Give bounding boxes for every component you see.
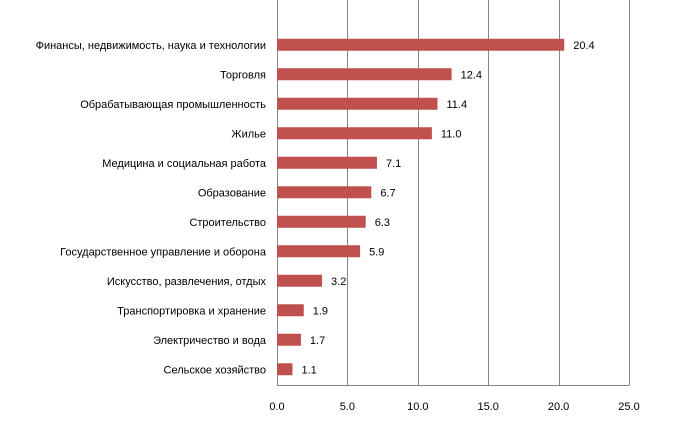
- x-tick-label: 10.0: [407, 401, 428, 413]
- category-label: Транспортировка и хранение: [117, 305, 266, 317]
- data-label: 6.7: [380, 187, 395, 199]
- data-label: 11.4: [447, 99, 468, 111]
- data-label: 3.2: [331, 276, 346, 288]
- category-label: Сельское хозяйство: [164, 364, 266, 376]
- bar: [277, 156, 377, 169]
- category-label: Торговля: [220, 69, 266, 81]
- category-label: Образование: [198, 187, 266, 199]
- bar: [277, 127, 432, 140]
- value-labels: 20.4 12.4 11.4 11.0 7.1 6.7 6.3 5.9 3.2 1.9 1.7 1.1: [301, 40, 594, 377]
- bar: [277, 68, 452, 81]
- category-label: Жилье: [231, 128, 266, 140]
- bar: [277, 38, 565, 51]
- bar: [277, 333, 301, 346]
- bar: [277, 215, 366, 228]
- bar: [277, 274, 323, 287]
- data-label: 1.9: [313, 305, 328, 317]
- data-label: 1.7: [310, 335, 325, 347]
- bar: [277, 304, 304, 317]
- bar: [277, 97, 438, 110]
- category-label: Электричество и вода: [153, 335, 267, 347]
- data-label: 7.1: [386, 158, 401, 170]
- data-label: 11.0: [441, 128, 462, 140]
- data-label: 6.3: [375, 217, 390, 229]
- category-label: Медицина и социальная работа: [102, 158, 267, 170]
- x-tick-label: 5.0: [340, 401, 355, 413]
- data-label: 5.9: [369, 246, 384, 258]
- bar: [277, 186, 372, 199]
- category-label: Строительство: [189, 217, 266, 229]
- x-tick-label: 15.0: [477, 401, 498, 413]
- category-label: Финансы, недвижимость, наука и технологи…: [36, 40, 266, 52]
- bar: [277, 245, 361, 258]
- data-label: 12.4: [461, 69, 482, 81]
- x-axis: 0.0 5.0 10.0 15.0 20.0 25.0: [269, 385, 640, 413]
- data-label: 1.1: [301, 364, 316, 376]
- category-label: Искусство, развлечения, отдых: [107, 276, 267, 288]
- data-label: 20.4: [573, 40, 594, 52]
- bars: [277, 38, 565, 376]
- category-labels: Финансы, недвижимость, наука и технологи…: [36, 40, 267, 377]
- bar: [277, 363, 293, 376]
- category-label: Государственное управление и оборона: [60, 246, 267, 258]
- x-tick-label: 20.0: [548, 401, 569, 413]
- x-tick-label: 0.0: [269, 401, 284, 413]
- category-label: Обрабатывающая промышленность: [80, 99, 266, 111]
- gridlines: [277, 0, 630, 385]
- x-tick-label: 25.0: [618, 401, 639, 413]
